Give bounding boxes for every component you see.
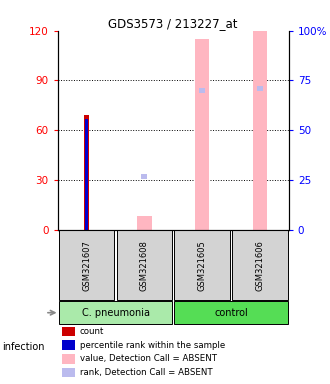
Text: GSM321607: GSM321607	[82, 240, 91, 291]
Bar	[117, 230, 172, 300]
Bar	[62, 326, 75, 336]
Text: GSM321608: GSM321608	[140, 240, 149, 291]
Text: infection: infection	[2, 342, 44, 352]
Bar	[62, 340, 75, 350]
Bar	[62, 368, 75, 377]
Bar	[59, 230, 114, 300]
Text: GSM321605: GSM321605	[198, 240, 207, 291]
Bar	[62, 354, 75, 364]
Text: C. pneumonia: C. pneumonia	[82, 308, 149, 318]
Title: GDS3573 / 213227_at: GDS3573 / 213227_at	[109, 17, 238, 30]
Bar	[85, 119, 88, 230]
Text: count: count	[80, 327, 104, 336]
Text: control: control	[214, 308, 248, 318]
Text: rank, Detection Call = ABSENT: rank, Detection Call = ABSENT	[80, 368, 212, 377]
Bar	[142, 174, 147, 179]
Text: percentile rank within the sample: percentile rank within the sample	[80, 341, 225, 349]
Bar	[84, 115, 89, 230]
Bar	[174, 301, 288, 324]
Text: GSM321606: GSM321606	[255, 240, 264, 291]
Bar	[253, 13, 267, 230]
Bar	[174, 230, 230, 300]
Bar	[59, 301, 172, 324]
Bar	[257, 86, 263, 91]
Bar	[199, 88, 205, 93]
Bar	[137, 216, 151, 230]
Bar	[195, 39, 209, 230]
Text: value, Detection Call = ABSENT: value, Detection Call = ABSENT	[80, 354, 217, 363]
Bar	[232, 230, 288, 300]
